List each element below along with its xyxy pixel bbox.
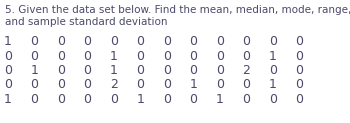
Text: 0: 0 [269, 35, 277, 48]
Text: 1: 1 [110, 64, 118, 77]
Text: 0: 0 [163, 35, 171, 48]
Text: 1: 1 [4, 93, 12, 106]
Text: 0: 0 [30, 78, 38, 92]
Text: 0: 0 [243, 93, 251, 106]
Text: 0: 0 [189, 93, 197, 106]
Text: 0: 0 [57, 35, 65, 48]
Text: 0: 0 [216, 78, 224, 92]
Text: 5. Given the data set below. Find the mean, median, mode, range, sample variance: 5. Given the data set below. Find the me… [5, 5, 350, 15]
Text: 0: 0 [189, 49, 197, 62]
Text: 1: 1 [110, 49, 118, 62]
Text: 0: 0 [269, 93, 277, 106]
Text: 2: 2 [243, 64, 251, 77]
Text: 0: 0 [243, 35, 251, 48]
Text: 0: 0 [216, 64, 224, 77]
Text: 0: 0 [163, 78, 171, 92]
Text: 0: 0 [30, 93, 38, 106]
Text: 0: 0 [295, 49, 303, 62]
Text: 0: 0 [57, 78, 65, 92]
Text: 0: 0 [110, 35, 118, 48]
Text: 0: 0 [30, 35, 38, 48]
Text: 0: 0 [84, 78, 91, 92]
Text: 0: 0 [295, 78, 303, 92]
Text: 0: 0 [189, 64, 197, 77]
Text: 1: 1 [269, 78, 277, 92]
Text: 0: 0 [189, 35, 197, 48]
Text: 0: 0 [163, 93, 171, 106]
Text: 0: 0 [295, 93, 303, 106]
Text: 0: 0 [216, 35, 224, 48]
Text: 0: 0 [136, 35, 145, 48]
Text: 0: 0 [4, 49, 12, 62]
Text: 0: 0 [163, 64, 171, 77]
Text: 0: 0 [110, 93, 118, 106]
Text: 1: 1 [190, 78, 197, 92]
Text: 0: 0 [295, 64, 303, 77]
Text: 0: 0 [4, 64, 12, 77]
Text: 1: 1 [216, 93, 224, 106]
Text: and sample standard deviation: and sample standard deviation [5, 17, 168, 27]
Text: 0: 0 [136, 64, 145, 77]
Text: 0: 0 [136, 49, 145, 62]
Text: 1: 1 [136, 93, 145, 106]
Text: 1: 1 [30, 64, 38, 77]
Text: 0: 0 [57, 64, 65, 77]
Text: 2: 2 [110, 78, 118, 92]
Text: 0: 0 [57, 49, 65, 62]
Text: 0: 0 [84, 35, 91, 48]
Text: 1: 1 [4, 35, 12, 48]
Text: 0: 0 [84, 64, 91, 77]
Text: 0: 0 [243, 78, 251, 92]
Text: 0: 0 [84, 49, 91, 62]
Text: 0: 0 [295, 35, 303, 48]
Text: 0: 0 [136, 78, 145, 92]
Text: 0: 0 [4, 78, 12, 92]
Text: 0: 0 [269, 64, 277, 77]
Text: 1: 1 [269, 49, 277, 62]
Text: 0: 0 [216, 49, 224, 62]
Text: 0: 0 [57, 93, 65, 106]
Text: 0: 0 [84, 93, 91, 106]
Text: 0: 0 [163, 49, 171, 62]
Text: 0: 0 [243, 49, 251, 62]
Text: 0: 0 [30, 49, 38, 62]
